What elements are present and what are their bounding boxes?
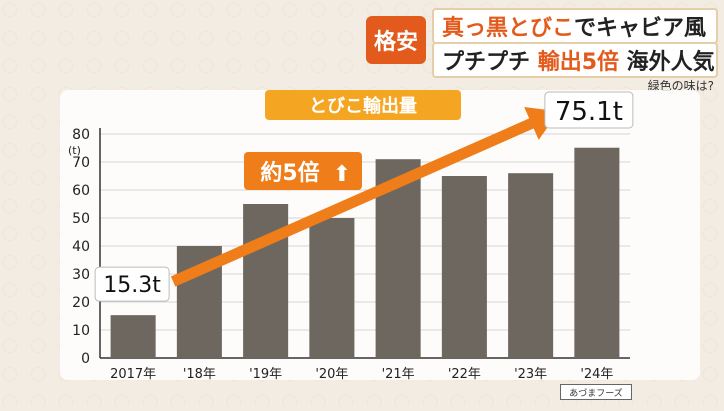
x-tick-label: '23年 (514, 367, 547, 382)
headline-line1-accent: 真っ黒とびこ (442, 16, 575, 41)
first-value-label: 15.3t (103, 273, 161, 298)
last-value-callout (544, 91, 634, 129)
x-tick-label: 2017年 (110, 367, 156, 382)
growth-pill (244, 152, 362, 190)
bar (574, 147, 620, 358)
y-tick-label: 10 (72, 323, 90, 339)
x-tick-label: '20年 (315, 367, 348, 382)
y-tick-label: 30 (72, 267, 90, 283)
source-label: あづまフーズ (560, 384, 632, 400)
growth-arrow-shaft (170, 113, 545, 287)
headline-line2-c: 海外人気 (626, 50, 715, 75)
x-tick-label: '24年 (580, 367, 613, 382)
bar (243, 204, 289, 358)
chart-title: とびこ輸出量 (265, 90, 461, 120)
bar (110, 315, 156, 358)
headline-line-2: プチプチ 輸出5倍 海外人気 (432, 42, 718, 78)
first-value-callout (94, 266, 170, 302)
x-tick-label: '18年 (183, 367, 216, 382)
headline-line2-a: プチプチ (442, 50, 531, 75)
x-tick-label: '22年 (448, 367, 481, 382)
y-tick-label: 80 (72, 127, 90, 143)
x-tick-label: '19年 (249, 367, 282, 382)
y-tick-label: 20 (72, 295, 90, 311)
last-value-label: 75.1t (555, 97, 623, 127)
y-tick-label: 70 (72, 155, 90, 171)
y-tick-label: 60 (72, 183, 90, 199)
bar (309, 218, 355, 358)
bar (508, 173, 554, 358)
headline-badge: 格安 (366, 16, 426, 64)
growth-label: 約5倍 (260, 160, 319, 186)
growth-up-arrow: ⬆ (333, 162, 351, 187)
x-tick-label: '21年 (382, 367, 415, 382)
sub-question: 緑色の味は? (647, 79, 714, 93)
y-tick-label: 40 (72, 239, 90, 255)
y-tick-label: 0 (81, 351, 90, 367)
bar (441, 176, 487, 358)
headline-line1-rest: でキャビア風 (574, 16, 707, 41)
headline: 格安 真っ黒とびこ でキャビア風 プチプチ 輸出5倍 海外人気 (366, 4, 718, 78)
headline-line2-accent: 輸出5倍 (537, 50, 619, 75)
y-tick-label: 50 (72, 211, 90, 227)
y-axis-label: (t) (68, 144, 81, 157)
